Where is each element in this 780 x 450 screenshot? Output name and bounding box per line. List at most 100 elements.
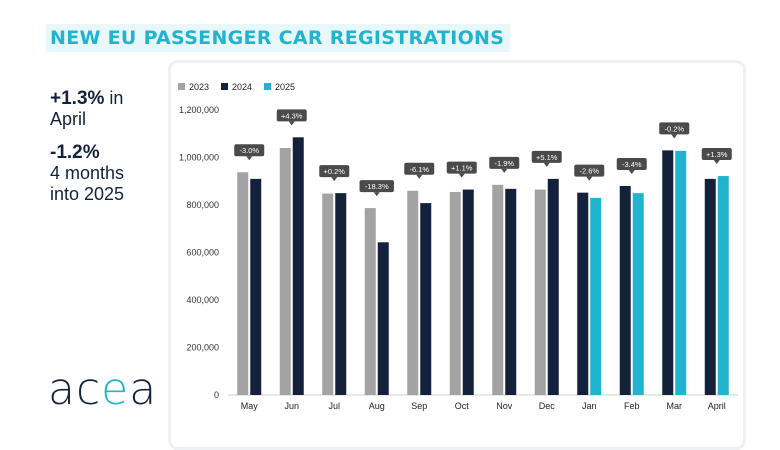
bar-chart: 0 200,000 400,000 600,000 800,000 1,000,000 1,…	[178, 82, 738, 411]
change-label-bg	[531, 150, 562, 163]
x-tick-label: Feb	[624, 401, 640, 411]
x-tick-label: Sep	[411, 401, 427, 411]
x-tick-label: Oct	[455, 401, 470, 411]
change-label: -3.0%	[239, 146, 259, 155]
y-tick-label: 200,000	[186, 343, 219, 353]
stat-ytd: -1.2% 4 months into 2025	[50, 142, 170, 205]
x-tick-label: Jun	[284, 401, 299, 411]
bar-2023	[322, 193, 334, 395]
legend-label: 2024	[232, 82, 252, 92]
x-tick-label: Jul	[328, 401, 340, 411]
change-label-pointer	[416, 174, 423, 179]
legend-swatch	[178, 83, 185, 90]
change-label: -0.2%	[664, 124, 684, 133]
bar-2024	[335, 193, 347, 395]
change-label-bg	[574, 164, 605, 177]
legend-swatch	[264, 83, 271, 90]
bar-2025	[590, 197, 602, 395]
stat-april-value: +1.3%	[50, 88, 105, 109]
change-label-pointer	[628, 170, 635, 174]
change-label: -18.3%	[365, 182, 389, 191]
change-label-bg	[276, 109, 307, 122]
y-tick-label: 0	[214, 390, 219, 400]
bar-2024	[420, 203, 432, 395]
x-tick-label: Nov	[496, 401, 513, 411]
x-tick-label: Jan	[582, 401, 597, 411]
acea-logo: acea	[48, 368, 157, 412]
legend-label: 2025	[275, 82, 295, 92]
change-label-bg	[616, 158, 647, 170]
bar-2023	[449, 191, 461, 395]
bar-2023	[364, 208, 376, 395]
stat-ytd-value: -1.2%	[50, 142, 100, 163]
bar-2024	[505, 188, 517, 395]
change-label: +0.2%	[324, 167, 346, 176]
x-tick-label: Aug	[369, 401, 385, 411]
change-label-pointer	[671, 134, 678, 139]
change-label: -1.9%	[494, 159, 514, 168]
stat-ytd-label-1: 4 months	[50, 163, 125, 183]
change-label-bg	[234, 144, 265, 157]
change-label: +5.1%	[536, 153, 558, 162]
bar-2024	[662, 150, 674, 395]
bar-2023	[492, 184, 504, 395]
bar-2023	[534, 189, 546, 395]
legend-label: 2023	[189, 82, 209, 92]
change-label-pointer	[543, 162, 550, 167]
logo-text-a: ac	[48, 364, 102, 415]
stat-ytd-label-2: into 2025	[50, 184, 125, 204]
change-label-bg	[659, 122, 690, 135]
bar-2024	[250, 178, 262, 395]
change-label-bg	[359, 180, 394, 193]
change-label-pointer	[373, 192, 380, 197]
y-tick-label: 600,000	[186, 248, 219, 258]
change-label: -6.1%	[409, 165, 429, 174]
change-label: -2.6%	[579, 167, 599, 176]
x-tick-label: Dec	[539, 401, 556, 411]
change-label-pointer	[501, 168, 508, 173]
y-tick-label: 1,200,000	[179, 105, 219, 115]
bar-2024	[577, 192, 589, 395]
stat-april-suffix: in	[109, 88, 124, 108]
change-label-bg	[701, 148, 732, 161]
bar-2024	[704, 178, 716, 395]
y-tick-label: 1,000,000	[179, 153, 219, 163]
legend-swatch	[221, 83, 228, 90]
page-title: NEW EU PASSENGER CAR REGISTRATIONS	[46, 24, 511, 52]
change-label: -3.4%	[622, 160, 642, 169]
change-label-pointer	[713, 160, 720, 165]
change-label-pointer	[331, 177, 338, 182]
bar-2023	[279, 148, 291, 395]
change-label: +1.3%	[706, 150, 728, 159]
bar-2024	[292, 137, 304, 395]
x-tick-label: May	[241, 401, 259, 411]
bar-2023	[407, 190, 419, 395]
x-tick-label: Mar	[667, 401, 683, 411]
bar-2023	[237, 172, 249, 395]
bar-2024	[547, 178, 559, 395]
bar-2025	[632, 193, 644, 395]
y-tick-label: 400,000	[186, 295, 219, 305]
bar-2024	[462, 189, 474, 395]
logo-text-b: a	[129, 364, 158, 415]
logo-text-dot: e	[101, 364, 130, 415]
x-tick-label: April	[708, 401, 726, 411]
stat-april: +1.3% in April	[50, 88, 170, 130]
change-label: +4.3%	[281, 111, 303, 120]
y-tick-label: 800,000	[186, 200, 219, 210]
summary-stats: +1.3% in April -1.2% 4 months into 2025	[50, 88, 170, 217]
change-label-bg	[446, 161, 477, 174]
change-label-pointer	[586, 176, 593, 181]
change-label-bg	[489, 156, 520, 169]
change-label-pointer	[246, 156, 253, 161]
change-label-pointer	[458, 173, 465, 178]
change-label-bg	[319, 165, 350, 178]
change-label: +1.1%	[451, 164, 473, 173]
bar-2024	[377, 242, 389, 395]
bar-2024	[619, 186, 631, 395]
bar-2025	[675, 150, 687, 395]
stat-april-label: April	[50, 109, 87, 129]
bar-2025	[717, 176, 729, 395]
change-label-bg	[404, 162, 435, 175]
change-label-pointer	[288, 121, 295, 126]
